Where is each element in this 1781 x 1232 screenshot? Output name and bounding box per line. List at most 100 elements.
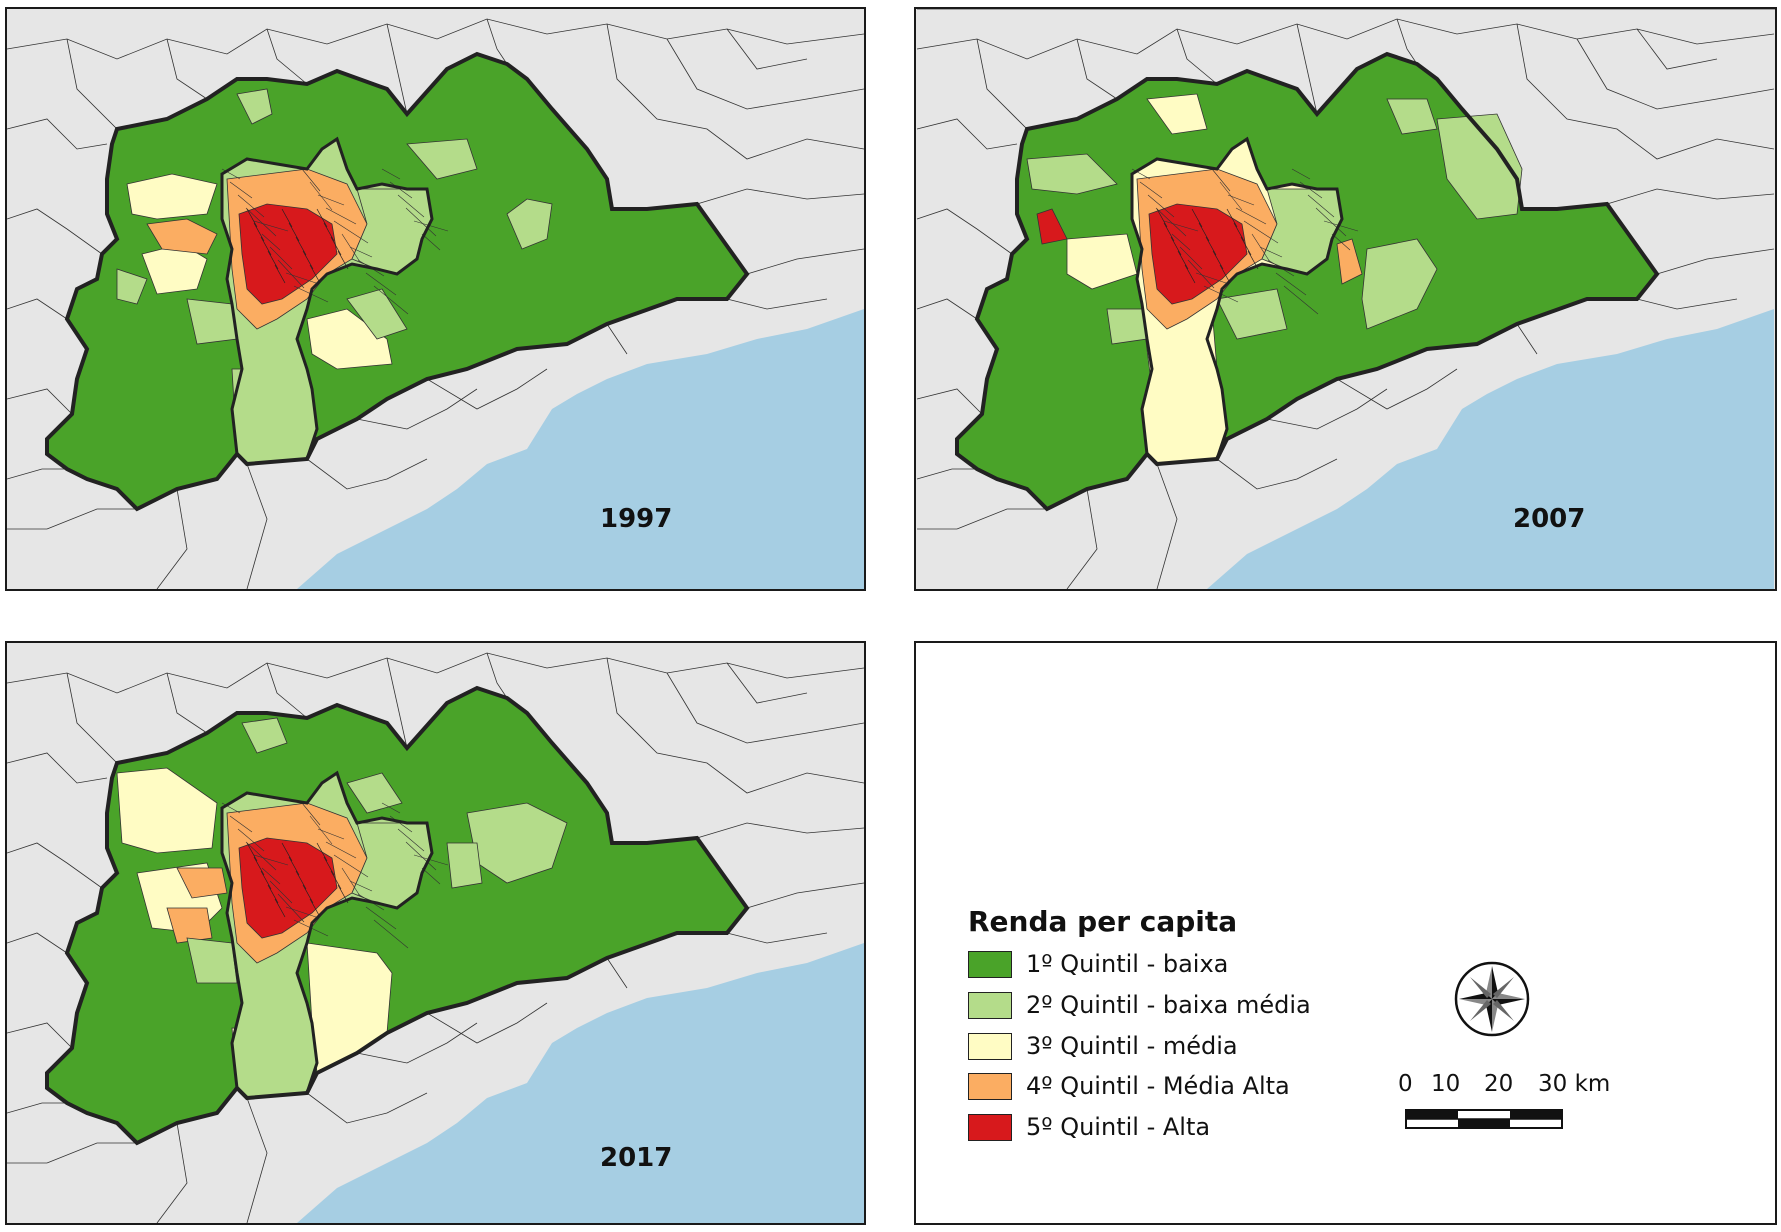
municipal-boundary xyxy=(266,28,308,85)
municipal-boundary xyxy=(1396,18,1418,65)
district-boundary xyxy=(269,246,293,270)
district-boundary xyxy=(1184,264,1196,284)
municipal-boundary xyxy=(1336,368,1458,410)
region-patch xyxy=(506,198,553,250)
municipal-boundary xyxy=(46,508,137,530)
municipal-boundary xyxy=(726,662,808,704)
district-boundary xyxy=(301,802,321,826)
district-boundary xyxy=(317,194,345,206)
legend-item-quintile-1: 1º Quintil - baixa xyxy=(968,949,1228,979)
region-patch xyxy=(126,173,218,220)
district-boundary xyxy=(333,854,369,878)
municipal-boundary xyxy=(156,1122,188,1223)
district-boundary xyxy=(1315,207,1347,237)
map-1997 xyxy=(7,18,864,589)
municipal-boundary xyxy=(1156,463,1178,589)
municipal-boundary xyxy=(1656,248,1775,275)
municipal-boundary xyxy=(156,488,188,589)
legend-item-label: 5º Quintil - Alta xyxy=(1026,1113,1211,1141)
district-boundary xyxy=(333,220,369,244)
municipal-boundary xyxy=(606,957,628,989)
district-boundary xyxy=(1139,181,1163,199)
legend-item-quintile-5: 5º Quintil - Alta xyxy=(968,1112,1210,1142)
scale-tick-label: 30 km xyxy=(1538,1071,1611,1097)
legend-item-label: 1º Quintil - baixa xyxy=(1026,950,1229,978)
district-boundary xyxy=(1219,264,1231,284)
municipal-boundary xyxy=(916,468,977,480)
district-boundary xyxy=(1179,246,1203,270)
legend-swatch xyxy=(968,1072,1012,1100)
map-year-label: 2007 xyxy=(1513,504,1586,534)
municipal-boundary xyxy=(7,842,103,889)
district-boundary xyxy=(260,236,272,256)
district-boundary xyxy=(365,272,397,296)
region-patch xyxy=(1336,238,1363,285)
region-patch xyxy=(1026,153,1118,195)
municipal-boundary xyxy=(1266,388,1388,430)
municipal-boundary xyxy=(386,23,408,115)
district-boundary xyxy=(277,893,305,923)
region-patch xyxy=(166,907,213,944)
district-boundary xyxy=(1156,208,1168,228)
municipal-boundary xyxy=(426,368,548,410)
municipal-boundary xyxy=(1606,188,1775,205)
municipal-boundary xyxy=(916,298,978,320)
municipal-boundary xyxy=(486,652,508,699)
municipal-boundary xyxy=(356,1022,478,1064)
city-boundary xyxy=(220,136,434,466)
map-2017 xyxy=(7,652,864,1223)
district-boundary xyxy=(1299,181,1323,199)
municipal-boundary xyxy=(266,662,308,719)
district-boundary xyxy=(341,233,361,263)
district-boundary xyxy=(381,168,401,180)
legend-swatch xyxy=(968,1113,1012,1141)
district-boundary xyxy=(261,233,281,251)
district-boundary xyxy=(1259,246,1283,258)
district-boundary xyxy=(1191,208,1203,228)
municipal-boundary xyxy=(66,672,118,764)
district-boundary xyxy=(281,842,293,862)
municipal-boundary xyxy=(7,18,864,60)
district-boundary xyxy=(1226,208,1238,228)
district-boundary xyxy=(323,222,335,242)
legend-swatch xyxy=(968,991,1012,1019)
municipal-boundary xyxy=(7,752,108,784)
city-center xyxy=(1148,203,1248,305)
district-boundary xyxy=(1291,168,1311,180)
region-patch xyxy=(116,767,218,854)
municipal-boundary xyxy=(306,458,428,490)
north-arrow-icon xyxy=(1454,961,1530,1037)
legend-title: Renda per capita xyxy=(968,905,1238,938)
municipal-boundary xyxy=(246,1097,268,1223)
district-boundary xyxy=(253,220,289,232)
municipal-boundary xyxy=(7,652,864,694)
district-boundary xyxy=(405,841,437,871)
region-patch xyxy=(241,717,288,754)
municipal-boundary xyxy=(486,18,508,65)
district-boundary xyxy=(397,194,425,218)
map-panel-1997: 1997 xyxy=(5,7,866,591)
legend-item-label: 3º Quintil - média xyxy=(1026,1032,1238,1060)
district-boundary xyxy=(381,802,401,814)
region-patch xyxy=(146,218,218,255)
district-boundary xyxy=(1147,194,1175,218)
district-boundary xyxy=(1211,168,1231,192)
region-patch xyxy=(1066,233,1138,290)
municipal-boundary xyxy=(916,118,1018,150)
region-patch xyxy=(1106,308,1148,345)
city-center xyxy=(238,837,338,939)
district-boundary xyxy=(229,181,253,199)
district-boundary xyxy=(1227,194,1255,206)
scale-bar xyxy=(1405,1109,1563,1129)
municipal-boundary xyxy=(1576,38,1775,110)
municipal-boundary xyxy=(1076,38,1118,100)
district-boundary xyxy=(302,884,314,904)
district-boundary xyxy=(229,815,253,833)
municipal-boundary xyxy=(956,508,1047,530)
district-boundary xyxy=(325,207,357,225)
region-patch xyxy=(1361,238,1438,330)
scale-tick-label: 10 xyxy=(1431,1071,1461,1097)
district-boundary xyxy=(285,906,317,918)
district-boundary xyxy=(1170,236,1182,256)
legend-item-quintile-3: 3º Quintil - média xyxy=(968,1031,1238,1061)
